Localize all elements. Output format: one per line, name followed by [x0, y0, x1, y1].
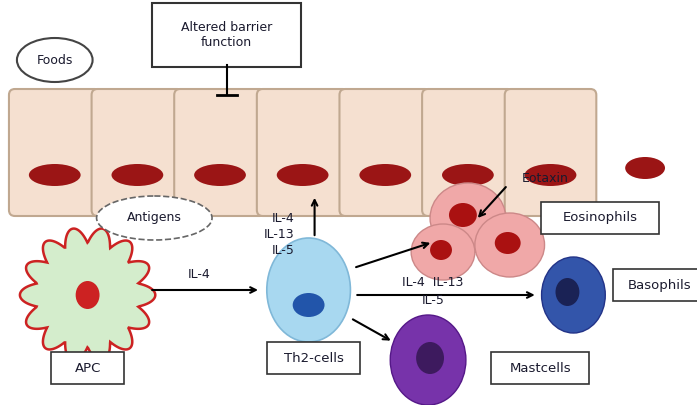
Text: Eotaxin: Eotaxin: [522, 171, 568, 185]
Text: IL-4: IL-4: [272, 211, 295, 224]
Ellipse shape: [449, 203, 477, 227]
FancyBboxPatch shape: [257, 89, 349, 216]
Text: Antigens: Antigens: [127, 211, 182, 224]
Ellipse shape: [267, 238, 351, 342]
Ellipse shape: [17, 38, 92, 82]
FancyBboxPatch shape: [613, 269, 700, 301]
Ellipse shape: [194, 164, 246, 186]
Ellipse shape: [475, 213, 545, 277]
FancyBboxPatch shape: [51, 352, 125, 384]
Text: IL-4  IL-13: IL-4 IL-13: [402, 277, 463, 290]
FancyBboxPatch shape: [491, 352, 589, 384]
Ellipse shape: [359, 164, 411, 186]
Text: IL-5: IL-5: [421, 294, 444, 307]
Polygon shape: [20, 228, 155, 361]
FancyBboxPatch shape: [540, 202, 659, 234]
FancyBboxPatch shape: [92, 89, 183, 216]
FancyBboxPatch shape: [9, 89, 101, 216]
Text: Foods: Foods: [36, 53, 73, 66]
FancyBboxPatch shape: [153, 3, 300, 67]
Text: Basophils: Basophils: [628, 279, 692, 292]
Ellipse shape: [430, 183, 505, 253]
FancyBboxPatch shape: [267, 342, 360, 374]
Text: Mastcells: Mastcells: [510, 362, 571, 375]
Text: IL-5: IL-5: [272, 243, 295, 256]
Ellipse shape: [625, 157, 665, 179]
FancyBboxPatch shape: [340, 89, 431, 216]
Ellipse shape: [524, 164, 576, 186]
Ellipse shape: [442, 164, 493, 186]
Ellipse shape: [556, 278, 580, 306]
Text: APC: APC: [74, 362, 101, 375]
Ellipse shape: [390, 315, 466, 405]
Ellipse shape: [430, 240, 452, 260]
Text: IL-4: IL-4: [188, 269, 211, 281]
FancyBboxPatch shape: [505, 89, 596, 216]
Ellipse shape: [293, 293, 325, 317]
FancyBboxPatch shape: [174, 89, 266, 216]
Ellipse shape: [29, 164, 80, 186]
Ellipse shape: [97, 196, 212, 240]
Ellipse shape: [411, 224, 475, 280]
Text: IL-13: IL-13: [264, 228, 295, 241]
Ellipse shape: [76, 281, 99, 309]
Ellipse shape: [111, 164, 163, 186]
Ellipse shape: [276, 164, 328, 186]
Text: Eosinophils: Eosinophils: [562, 211, 637, 224]
FancyBboxPatch shape: [422, 89, 514, 216]
Text: Th2-cells: Th2-cells: [284, 352, 344, 365]
Ellipse shape: [495, 232, 521, 254]
Ellipse shape: [542, 257, 606, 333]
Text: Altered barrier
function: Altered barrier function: [181, 21, 272, 49]
Ellipse shape: [416, 342, 444, 374]
